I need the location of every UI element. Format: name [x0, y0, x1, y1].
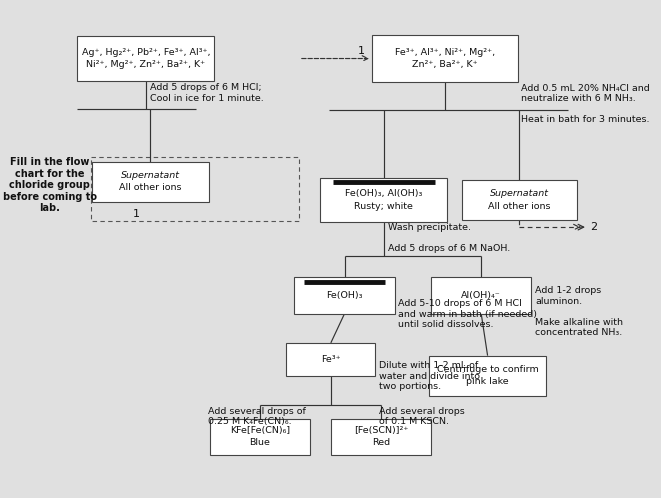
Text: KFe[Fe(CN)₆]
Blue: KFe[Fe(CN)₆] Blue: [229, 426, 290, 448]
Bar: [431, 277, 531, 314]
Text: All other ions: All other ions: [488, 202, 551, 211]
Text: Add 5-10 drops of 6 M HCl
and warm in bath (if needed)
until solid dissolves.: Add 5-10 drops of 6 M HCl and warm in ba…: [399, 299, 537, 329]
Text: Wash precipitate.

Add 5 drops of 6 M NaOH.: Wash precipitate. Add 5 drops of 6 M NaO…: [388, 224, 510, 253]
Text: Fe³⁺: Fe³⁺: [321, 355, 340, 364]
Text: Centrifuge to confirm
pink lake: Centrifuge to confirm pink lake: [437, 365, 539, 386]
Text: Ag⁺, Hg₂²⁺, Pb²⁺, Fe³⁺, Al³⁺,
Ni²⁺, Mg²⁺, Zn²⁺, Ba²⁺, K⁺: Ag⁺, Hg₂²⁺, Pb²⁺, Fe³⁺, Al³⁺, Ni²⁺, Mg²⁺…: [81, 48, 210, 69]
Text: Add 1-2 drops
aluminon.

Make alkaline with
concentrated NH₃.: Add 1-2 drops aluminon. Make alkaline wi…: [535, 286, 623, 337]
Text: Add several drops of
0.25 M K₄Fe(CN)₆.: Add several drops of 0.25 M K₄Fe(CN)₆.: [208, 407, 305, 426]
Bar: [294, 277, 395, 314]
Bar: [77, 36, 214, 81]
Text: Add 5 drops of 6 M HCl;
Cool in ice for 1 minute.: Add 5 drops of 6 M HCl; Cool in ice for …: [151, 83, 264, 103]
Bar: [462, 180, 577, 220]
Bar: [286, 343, 375, 375]
Text: 1: 1: [358, 46, 365, 56]
Bar: [91, 157, 299, 221]
Text: Fe(OH)₃: Fe(OH)₃: [327, 291, 363, 300]
Bar: [331, 418, 431, 455]
Text: Supernatant: Supernatant: [121, 171, 180, 180]
Text: Al(OH)₄⁻: Al(OH)₄⁻: [461, 291, 501, 300]
Bar: [210, 418, 310, 455]
Text: Supernatant: Supernatant: [490, 189, 549, 198]
Text: [Fe(SCN)]²⁺
Red: [Fe(SCN)]²⁺ Red: [354, 426, 408, 448]
Bar: [320, 178, 447, 222]
Text: Fill in the flow
chart for the
chloride group
before coming to
lab.: Fill in the flow chart for the chloride …: [3, 157, 97, 213]
Bar: [372, 35, 518, 82]
Bar: [429, 356, 546, 396]
Text: Fe³⁺, Al³⁺, Ni²⁺, Mg²⁺,
Zn²⁺, Ba²⁺, K⁺: Fe³⁺, Al³⁺, Ni²⁺, Mg²⁺, Zn²⁺, Ba²⁺, K⁺: [395, 48, 495, 69]
Text: Fe(OH)₃, Al(OH)₃
Rusty; white: Fe(OH)₃, Al(OH)₃ Rusty; white: [345, 189, 422, 211]
Text: All other ions: All other ions: [119, 183, 182, 192]
Text: 1: 1: [134, 209, 140, 219]
Text: Add several drops
of 0.1 M KSCN.: Add several drops of 0.1 M KSCN.: [379, 407, 465, 426]
Text: Add 0.5 mL 20% NH₄Cl and
neutralize with 6 M NH₃.

Heat in bath for 3 minutes.: Add 0.5 mL 20% NH₄Cl and neutralize with…: [522, 84, 650, 124]
Text: 2: 2: [590, 222, 598, 232]
Text: Dilute with 1-2 mL of
water and divide into
two portions.: Dilute with 1-2 mL of water and divide i…: [379, 361, 480, 391]
Bar: [92, 161, 209, 202]
